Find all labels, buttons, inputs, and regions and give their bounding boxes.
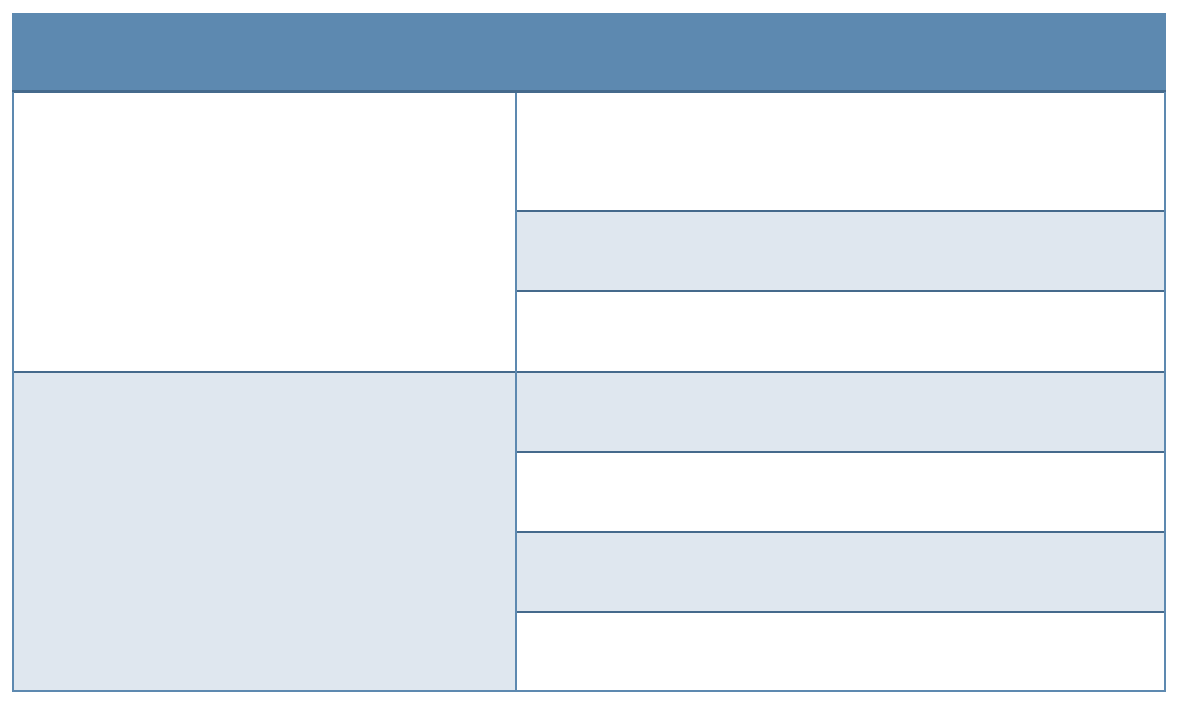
table-header <box>12 13 1166 93</box>
table-group-cell <box>12 93 516 372</box>
table-row <box>516 291 1166 372</box>
row-divider <box>516 611 1166 613</box>
table-row <box>516 452 1166 532</box>
row-divider <box>516 290 1166 292</box>
row-divider <box>12 371 1166 373</box>
row-divider <box>516 531 1166 533</box>
table-row <box>516 93 1166 211</box>
table-group-cell <box>12 372 516 691</box>
table-row <box>516 532 1166 612</box>
row-divider <box>516 451 1166 453</box>
table-row <box>516 372 1166 452</box>
table-row <box>516 211 1166 291</box>
table-row <box>516 612 1166 691</box>
column-divider <box>515 93 517 691</box>
row-divider <box>516 210 1166 212</box>
